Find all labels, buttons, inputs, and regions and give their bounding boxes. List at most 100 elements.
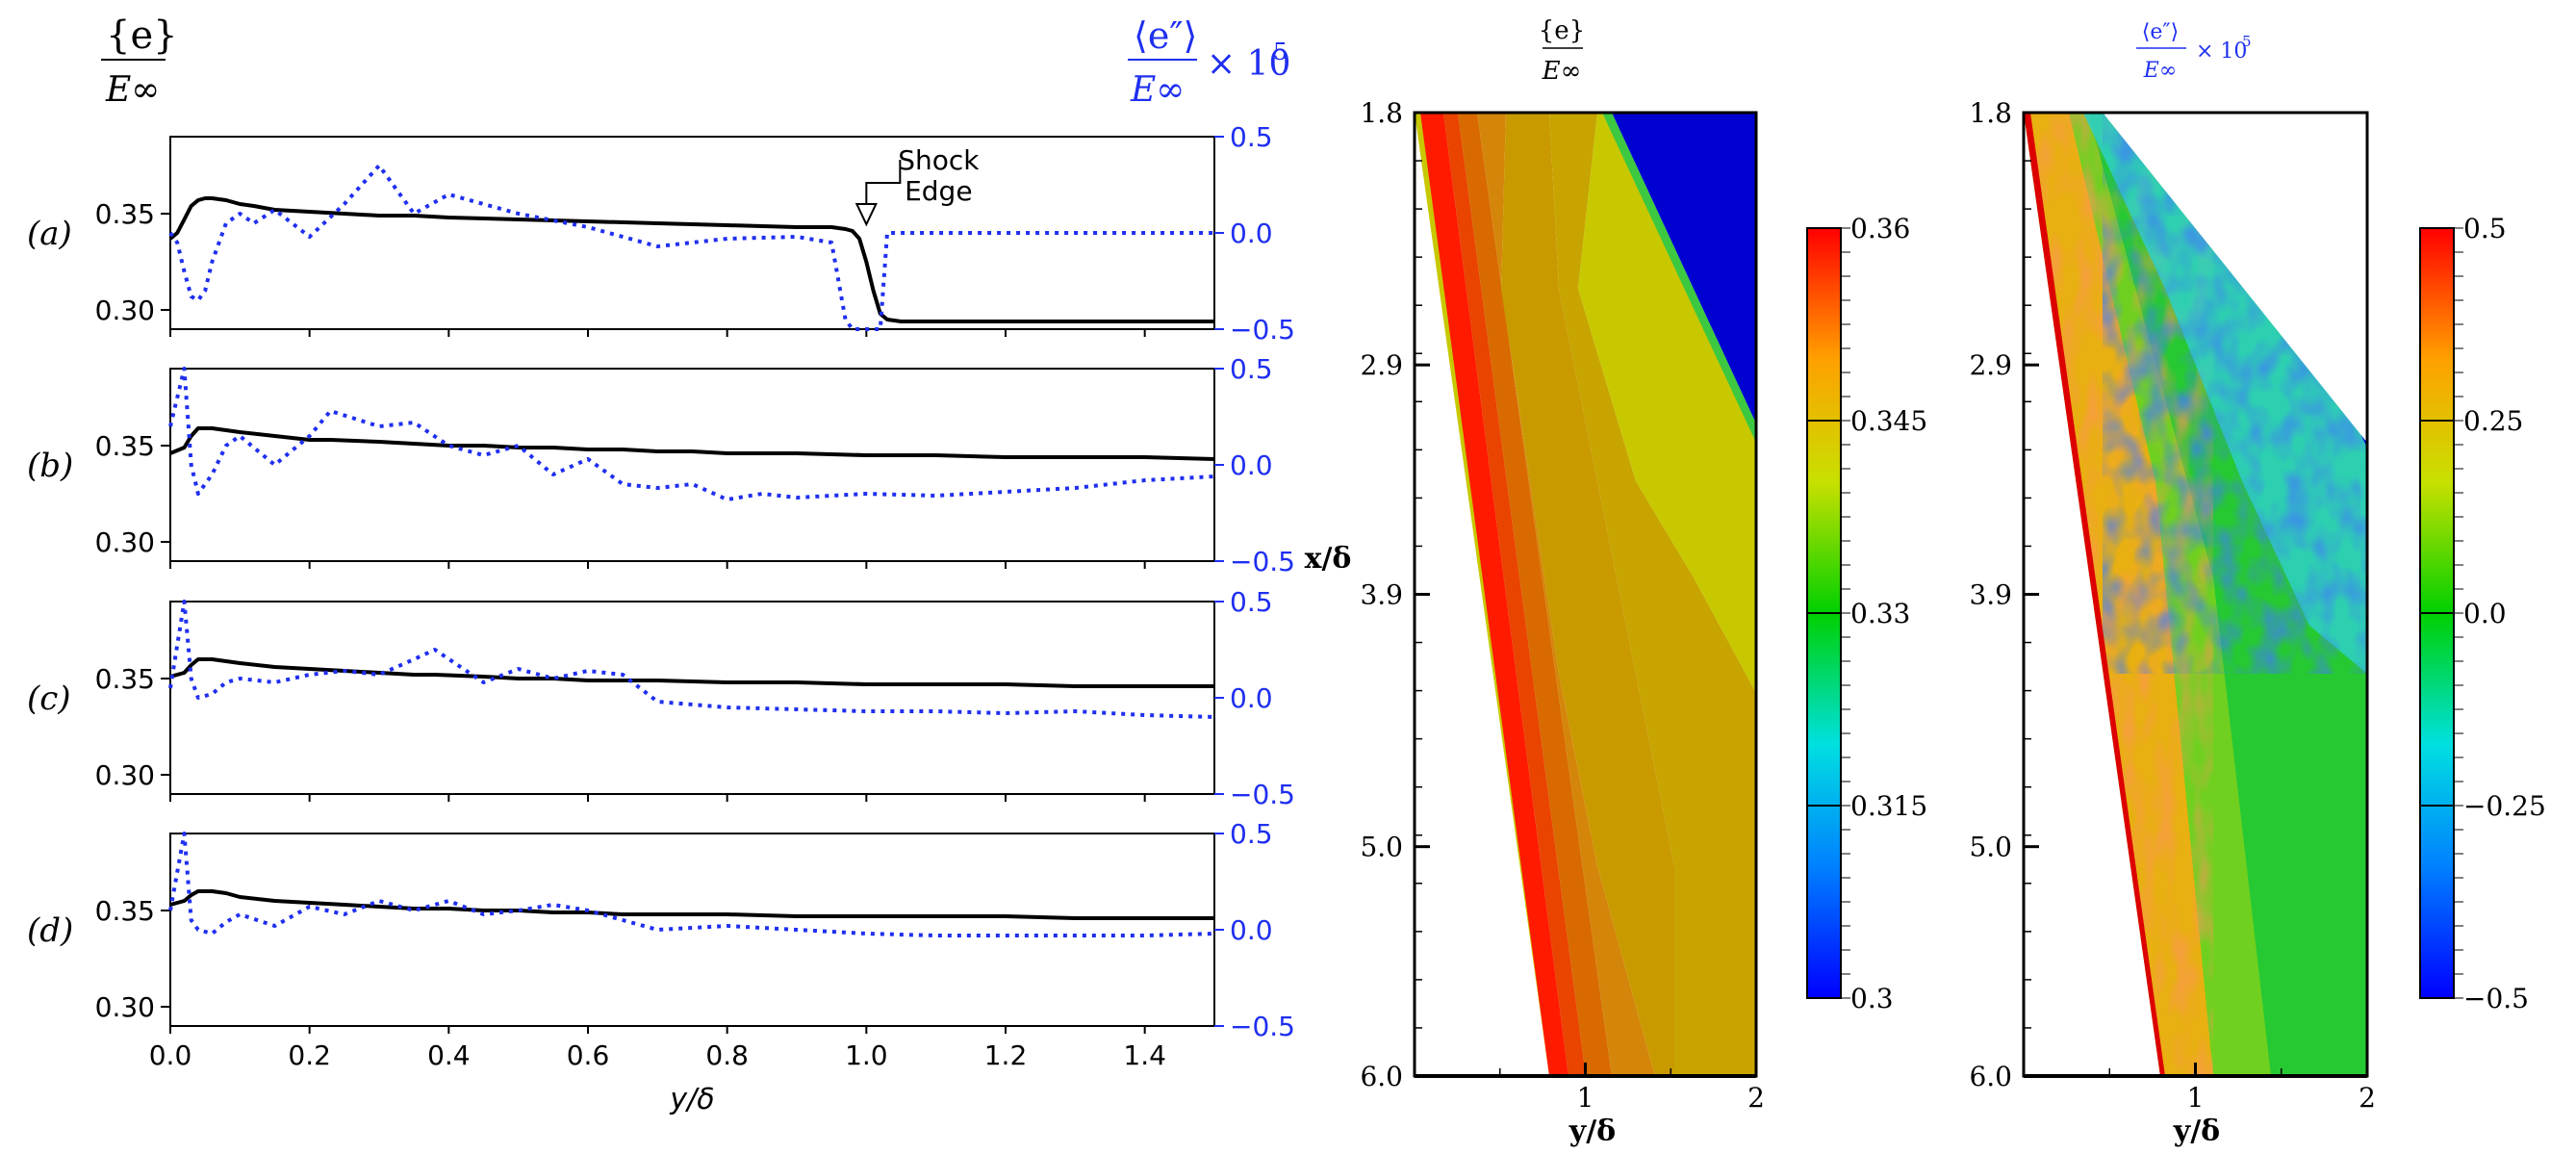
x-tick-label: 0.6: [567, 1039, 610, 1071]
right-tick-label: −0.5: [1230, 1011, 1295, 1042]
right-tick-label: 0.5: [1230, 818, 1273, 850]
contour2-title-denominator: E∞: [2143, 59, 2177, 83]
colorbar-tick-label: 0.3: [1850, 983, 1894, 1014]
line-panel-3: (d) 0.30 0.35 −0.5 0.0 0.5 0.0 0.2 0.4 0.6 0.8 1.0 1…: [27, 818, 1295, 1116]
annotation-line2: Edge: [905, 175, 972, 207]
energy-contour-plot: {e} E∞ 1.82.93.95.06.01 2 y/δ x/δ 0.360.3…: [1305, 16, 1928, 1148]
line-panel-1: (b) 0.30 0.35 −0.5 0.0 0.5: [27, 353, 1295, 577]
left-header: {e} E∞ ⟨e″⟩ E∞ × 10 5: [101, 13, 1290, 110]
colorbar-tick-label: 0.0: [2463, 598, 2507, 629]
panel-frame: [169, 601, 1215, 795]
contour-band-1: [1420, 113, 1569, 1076]
annotation-line1: Shock: [898, 144, 980, 176]
primary-denominator: E∞: [105, 70, 160, 110]
panel-label: (b): [27, 447, 73, 485]
x-tick-label: 1.2: [984, 1039, 1028, 1071]
contour2-ticks: 1.8 2.9 3.9 5.0 6.0 1 2: [1969, 97, 2375, 1114]
colorbar-tick-label: 0.5: [2463, 213, 2507, 244]
contour-y-tick-label: 5.0: [1360, 832, 1403, 863]
fluctuation-series-line: [168, 832, 1215, 937]
contour-x-tick-label: 2: [1747, 1082, 1765, 1114]
contour-band-freestream: [1612, 113, 1756, 423]
colorbar-tick-label: 0.345: [1850, 405, 1927, 437]
contour-y-tick-label: 2.9: [1360, 349, 1403, 381]
left-tick-label: 0.30: [95, 526, 155, 558]
secondary-scale-exponent: 5: [1273, 38, 1288, 65]
x-tick-label: 1.0: [845, 1039, 888, 1071]
contour-x-tick-label: 1: [2187, 1082, 2205, 1114]
right-tick-label: 0.0: [1230, 914, 1273, 946]
left-tick-label: 0.30: [95, 991, 155, 1023]
panel-label: (c): [27, 680, 71, 718]
secondary-label: ⟨e″⟩: [1134, 14, 1197, 57]
contour2-wall-red: [2024, 113, 2165, 1076]
contour1-xlabel: y/δ: [1569, 1115, 1616, 1148]
right-tick-label: −0.5: [1230, 314, 1295, 346]
contour-y-tick-label: 6.0: [1360, 1061, 1403, 1092]
contour-x-tick-label: 1: [1577, 1082, 1594, 1114]
colorbar-tick-label: −0.25: [2463, 790, 2546, 822]
right-tick-label: 0.0: [1230, 449, 1273, 481]
right-tick-label: 0.0: [1230, 218, 1273, 249]
right-tick-label: −0.5: [1230, 546, 1295, 577]
fluctuation-series-line: [168, 600, 1215, 719]
contour1-colorbar-ticks: 0.36 0.345 0.33 0.315 0.3: [1807, 213, 1927, 1014]
contour-x-tick-label: 2: [2359, 1082, 2376, 1114]
contour2-title: ⟨e″⟩: [2142, 20, 2179, 44]
x-tick-label: 0.8: [705, 1039, 749, 1071]
contour-y-tick-label: 6.0: [1969, 1061, 2012, 1092]
x-tick-label: 1.4: [1123, 1039, 1166, 1071]
contour-band-4: [1477, 113, 1655, 1076]
contour-band-2: [1443, 113, 1586, 1076]
panel-label: (d): [27, 911, 73, 950]
line-panel-2: (c) 0.30 0.35 −0.5 0.0 0.5: [27, 586, 1295, 810]
contour-y-tick-label: 3.9: [1969, 579, 2012, 611]
x-axis-label: y/δ: [669, 1083, 714, 1116]
right-tick-label: 0.0: [1230, 682, 1273, 714]
x-tick-label: 0.4: [427, 1039, 471, 1071]
secondary-scale: × 10: [1207, 44, 1290, 84]
contour-y-tick-label: 5.0: [1969, 832, 2012, 863]
contour1-ticks: 1.8 2.9 3.9 5.0 6.0 1 2: [1360, 97, 1764, 1114]
panel-frame: [169, 368, 1215, 562]
panel-frame: [169, 833, 1215, 1027]
left-tick-label: 0.35: [95, 430, 155, 462]
contour-y-tick-label: 1.8: [1360, 97, 1403, 129]
contour1-ylabel: x/δ: [1305, 542, 1352, 576]
colorbar-tick-label: −0.5: [2463, 983, 2529, 1014]
fluctuation-series-line: [168, 367, 1215, 501]
contour2-shear-turbulence: [2024, 113, 2213, 1076]
left-tick-label: 0.35: [95, 198, 155, 230]
mean-energy-series-line: [169, 426, 1215, 461]
panel-label: (a): [27, 215, 72, 253]
left-tick-label: 0.35: [95, 663, 155, 695]
contour-band-7: [1578, 113, 1756, 693]
contour2-colorbar-ticks: 0.5 0.25 0.0 −0.25 −0.5: [2420, 213, 2546, 1014]
right-tick-label: 0.5: [1230, 586, 1273, 618]
x-tick-label: 0.2: [288, 1039, 331, 1071]
right-tick-label: 0.5: [1230, 121, 1273, 153]
right-tick-label: −0.5: [1230, 779, 1295, 810]
contour-band-shock: [1602, 113, 1756, 443]
annotation-arrow: [854, 203, 878, 227]
colorbar-tick-label: 0.33: [1850, 598, 1910, 629]
contour-y-tick-label: 1.8: [1969, 97, 2012, 129]
contour2-title-scale: × 10: [2196, 39, 2247, 64]
left-tick-label: 0.30: [95, 759, 155, 791]
mean-energy-series-line: [169, 657, 1214, 688]
x-tick-label: 0.0: [149, 1039, 192, 1071]
contour1-title: {e}: [1539, 16, 1585, 45]
left-tick-label: 0.35: [95, 895, 155, 927]
mean-energy-series-line: [168, 196, 1214, 323]
contour-band-6: [1549, 113, 1756, 1076]
secondary-denominator: E∞: [1130, 70, 1185, 110]
colorbar-tick-label: 0.25: [2463, 405, 2523, 437]
contour2-xlabel: y/δ: [2173, 1115, 2220, 1148]
contour2-blue-core: [2103, 113, 2367, 674]
fluctuation-series-line: [168, 164, 1214, 331]
contour-y-tick-label: 3.9: [1360, 579, 1403, 611]
energy-fluctuation-contour-plot: ⟨e″⟩ E∞ × 10 5 1.8 2.9 3.9 5.0 6.0 1 2 y/δ 0.5…: [1969, 20, 2545, 1148]
